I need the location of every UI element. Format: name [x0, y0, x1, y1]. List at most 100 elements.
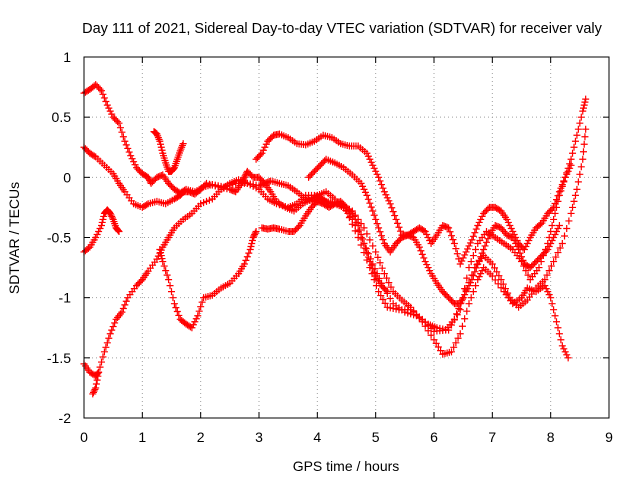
data-point: [157, 249, 165, 257]
data-point: [98, 218, 106, 226]
data-point: [369, 207, 377, 215]
data-point: [472, 225, 480, 233]
data-point: [366, 236, 374, 244]
data-point: [472, 264, 480, 272]
data-point: [564, 354, 572, 362]
data-point: [345, 214, 353, 222]
data-point: [551, 209, 559, 217]
data-point: [541, 276, 549, 284]
y-tick-label: -0.5: [47, 230, 71, 246]
data-point: [469, 232, 477, 240]
data-point: [563, 351, 571, 359]
data-point: [98, 358, 105, 366]
data-point: [520, 246, 528, 254]
data-point: [127, 152, 135, 160]
data-point: [462, 288, 470, 296]
data-point: [541, 282, 549, 290]
data-point: [370, 211, 378, 219]
data-point: [198, 298, 206, 306]
data-point: [467, 294, 475, 302]
data-point: [516, 249, 524, 257]
data-point: [561, 232, 569, 240]
data-point: [475, 256, 483, 264]
data-point: [348, 209, 356, 217]
data-point: [434, 343, 442, 351]
data-point: [312, 192, 320, 200]
data-point: [574, 125, 582, 133]
data-point: [458, 257, 466, 265]
data-point: [131, 161, 139, 169]
data-point: [469, 288, 477, 296]
data-point: [364, 152, 372, 160]
data-point: [163, 271, 171, 279]
data-point: [536, 220, 544, 228]
data-point: [488, 272, 496, 280]
data-point: [386, 295, 394, 303]
data-point: [351, 215, 359, 223]
axis-ticks: [83, 56, 610, 419]
data-point: [350, 212, 358, 220]
data-point: [122, 297, 130, 305]
data-point: [157, 143, 165, 151]
data-point: [524, 271, 532, 279]
data-point: [554, 324, 562, 332]
data-point: [420, 254, 428, 262]
data-point: [252, 227, 260, 235]
data-point: [372, 248, 380, 256]
data-point: [381, 299, 389, 307]
data-point: [374, 253, 382, 261]
data-point: [194, 312, 202, 320]
data-point: [555, 330, 563, 338]
data-point: [484, 235, 492, 243]
data-point: [84, 244, 92, 252]
y-tick-labels: 1 0.5 0 -0.5 -1 -1.5 -2: [47, 49, 71, 426]
data-point: [567, 209, 575, 217]
data-point: [153, 255, 161, 263]
data-point: [481, 242, 489, 250]
data-point: [477, 270, 485, 278]
data-point: [423, 230, 431, 238]
data-point: [359, 182, 367, 190]
data-point: [259, 146, 267, 154]
data-point: [507, 224, 515, 232]
data-point: [465, 300, 473, 308]
data-point: [250, 232, 258, 240]
data-point: [458, 322, 466, 330]
data-point: [497, 276, 505, 284]
data-point: [555, 221, 563, 229]
data-point: [576, 119, 584, 127]
data-point: [363, 249, 371, 257]
y-tick-label: 0.5: [52, 109, 72, 125]
data-point: [483, 238, 490, 246]
data-point: [118, 308, 126, 316]
data-point: [157, 140, 165, 148]
data-point: [430, 336, 438, 344]
data-point: [477, 253, 485, 261]
data-point: [376, 228, 384, 236]
data-point: [145, 175, 153, 183]
data-point: [427, 331, 435, 339]
data-point: [551, 230, 559, 238]
data-point: [556, 244, 564, 252]
data-point: [557, 184, 565, 192]
data-point: [554, 192, 562, 200]
data-point: [159, 258, 167, 266]
data-point: [173, 308, 181, 316]
data-point: [114, 118, 122, 126]
data-point: [351, 227, 359, 235]
data-point: [107, 211, 115, 219]
data-point: [360, 185, 368, 193]
data-point: [448, 232, 455, 240]
x-tick-label: 8: [547, 429, 555, 445]
data-point: [515, 246, 523, 254]
data-point: [545, 243, 553, 251]
data-point: [396, 227, 404, 235]
data-point: [448, 348, 455, 356]
data-point: [509, 227, 517, 235]
data-point: [362, 245, 370, 253]
data-point: [571, 191, 579, 199]
data-point: [445, 224, 453, 232]
data-point: [375, 173, 383, 181]
data-point: [248, 240, 256, 248]
